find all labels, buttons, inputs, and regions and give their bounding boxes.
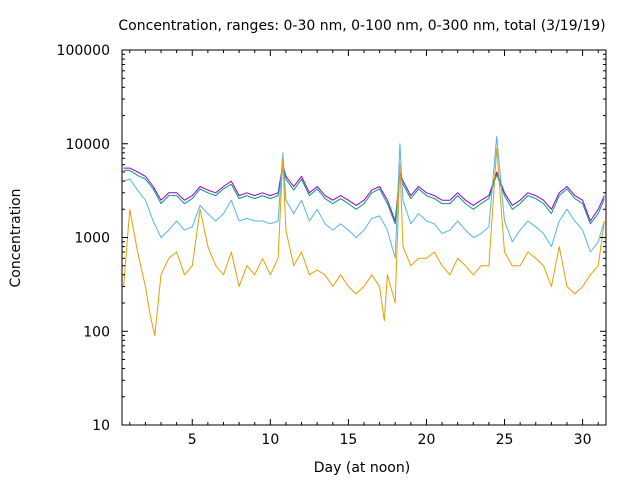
y-tick-label: 100 [83, 324, 110, 340]
x-tick-label: 30 [574, 432, 592, 448]
x-tick-label: 5 [188, 432, 197, 448]
series-line-1 [123, 164, 605, 222]
x-tick-label: 10 [261, 432, 279, 448]
x-tick-label: 20 [418, 432, 436, 448]
y-tick-group: 10 100 1000 10000 100000 [57, 43, 606, 434]
plot-series-group [123, 135, 605, 336]
x-axis-label: Day (at noon) [314, 460, 410, 476]
x-tick-label: 25 [496, 432, 514, 448]
y-tick-label: 100000 [57, 43, 110, 59]
series-line-2 [123, 166, 605, 225]
y-axis-label: Concentration [8, 188, 24, 287]
x-tick-group: 5 10 15 20 25 30 [129, 50, 599, 448]
chart-title: Concentration, ranges: 0-30 nm, 0-100 nm… [118, 18, 605, 34]
x-tick-label: 15 [339, 432, 357, 448]
y-tick-label: 10000 [65, 137, 110, 153]
y-tick-label: 10 [92, 418, 110, 434]
series-line-3 [123, 135, 605, 259]
y-tick-label: 1000 [74, 231, 110, 247]
series-line-4 [123, 147, 605, 336]
